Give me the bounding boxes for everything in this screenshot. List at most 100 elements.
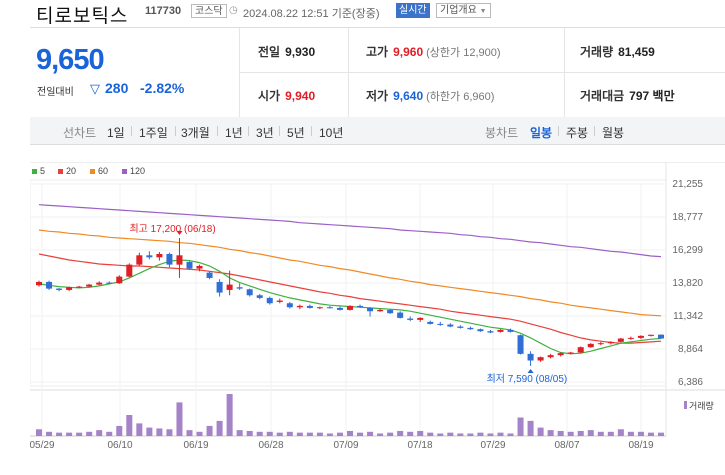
volume-bar (377, 433, 384, 436)
volume-bar (587, 430, 594, 436)
candle-body (316, 307, 323, 309)
candle-body (647, 334, 654, 336)
volume-bar (236, 430, 243, 436)
current-price: 9,650 (36, 44, 105, 76)
candle-body (577, 347, 584, 353)
candle-body (296, 305, 303, 308)
x-tick-label: 06/28 (258, 440, 283, 451)
x-tick-label: 07/09 (333, 440, 358, 451)
x-tick-label: 07/29 (480, 440, 505, 451)
candle-body (457, 326, 464, 328)
open-value: 9,940 (285, 89, 316, 103)
y-tick-label: 13,820 (672, 278, 703, 289)
amount-value: 797 백만 (629, 89, 675, 103)
volume-bar (647, 432, 654, 436)
candle-body (176, 255, 183, 265)
candle-body (387, 309, 394, 314)
tab-separator (175, 126, 176, 136)
volume-bar (577, 430, 584, 436)
volume-bar (467, 433, 474, 436)
candle-body (156, 253, 163, 258)
volume-value: 81,459 (618, 45, 655, 59)
volume-bar (657, 432, 664, 436)
y-tick-label: 18,777 (672, 212, 703, 223)
candle-body (46, 281, 53, 289)
candle-body (587, 343, 594, 348)
change-value: 280 (105, 80, 129, 96)
x-tick-label: 08/07 (554, 440, 579, 451)
lower-limit: (하한가 6,960) (426, 91, 495, 103)
volume-bar (226, 394, 233, 436)
low-value: 9,640 (393, 89, 424, 103)
low-marker-icon (527, 368, 534, 373)
candle-body (196, 265, 203, 269)
tab-daily[interactable]: 일봉 (530, 126, 553, 140)
high-label: 고가 (366, 45, 389, 59)
tab-3year[interactable]: 3년 (256, 126, 274, 140)
candle-body (407, 318, 414, 320)
volume-bar (326, 433, 333, 436)
legend-label: 120 (130, 166, 145, 176)
volume-bar (166, 429, 173, 436)
candle-body (567, 352, 574, 354)
current-price-box: 9,650 전일대비 ▽ 280 -2.82% (30, 28, 240, 117)
tab-3month[interactable]: 3개월 (181, 126, 210, 140)
open-label: 시가 (258, 89, 281, 103)
candle-body (236, 287, 243, 289)
candle-body (597, 343, 604, 345)
tab-separator (217, 126, 218, 136)
candle-body (116, 276, 123, 284)
candle-body (617, 338, 624, 342)
open-price: 시가 9,940 (258, 87, 315, 104)
tab-weekly[interactable]: 주봉 (566, 126, 589, 140)
low-price: 저가 9,640 (하한가 6,960) (366, 87, 494, 104)
low-annotation: 최저 7,590 (08/05) (487, 373, 568, 385)
chart-period-tabs: 선차트 1일 1주일 3개월 1년 3년 5년 10년 봉차트 일봉 주봉 월봉 (30, 117, 725, 145)
candle-body (437, 323, 444, 325)
company-overview-label: 기업개요 (440, 5, 477, 16)
tab-1day[interactable]: 1일 (107, 126, 125, 140)
legend-label: 60 (98, 166, 108, 176)
prev-close-label: 전일 (258, 45, 281, 59)
tab-1year[interactable]: 1년 (225, 126, 243, 140)
candle-body (126, 264, 133, 277)
x-tick-label: 07/18 (407, 440, 432, 451)
volume-bar (477, 432, 484, 436)
volume-bar (86, 431, 93, 436)
tab-monthly[interactable]: 월봉 (602, 126, 625, 140)
candle-body (286, 303, 293, 308)
volume-bar (567, 431, 574, 436)
high-price: 고가 9,960 (상한가 12,900) (366, 43, 501, 60)
company-overview-dropdown[interactable]: 기업개요 ▼ (436, 3, 491, 18)
candle-body (216, 281, 223, 293)
volume-legend-label: 거래량 (689, 400, 714, 411)
volume-bar (346, 430, 354, 436)
amount-label: 거래대금 (580, 89, 625, 103)
candle-body (166, 253, 173, 265)
volume-bar (427, 432, 434, 436)
x-tick-label: 06/10 (107, 440, 132, 451)
tab-separator (594, 126, 595, 136)
realtime-button[interactable]: 실시간 (396, 3, 430, 18)
volume-bar (417, 430, 424, 436)
tab-10year[interactable]: 10년 (319, 126, 344, 140)
volume-bar (617, 429, 624, 436)
tab-1week[interactable]: 1주일 (139, 126, 168, 140)
volume-bar (66, 432, 73, 436)
volume-bar (296, 432, 303, 436)
change-percent: -2.82% (140, 80, 185, 96)
candle-body (146, 255, 153, 258)
candle-body (186, 261, 193, 269)
tab-5year[interactable]: 5년 (287, 126, 305, 140)
volume-bar (357, 432, 364, 436)
volume-bar (276, 432, 283, 436)
candle-body (527, 353, 534, 361)
volume-bar (517, 417, 524, 436)
volume-bar (447, 432, 454, 436)
candle-body (507, 329, 514, 332)
y-tick-label: 11,342 (673, 311, 703, 322)
candle-body (517, 335, 524, 354)
volume-bar (627, 431, 634, 436)
candlestick-chart: 21,255 18,777 16,299 13,820 11,342 8,864 6,386… (30, 162, 725, 451)
candle-body (627, 337, 634, 339)
